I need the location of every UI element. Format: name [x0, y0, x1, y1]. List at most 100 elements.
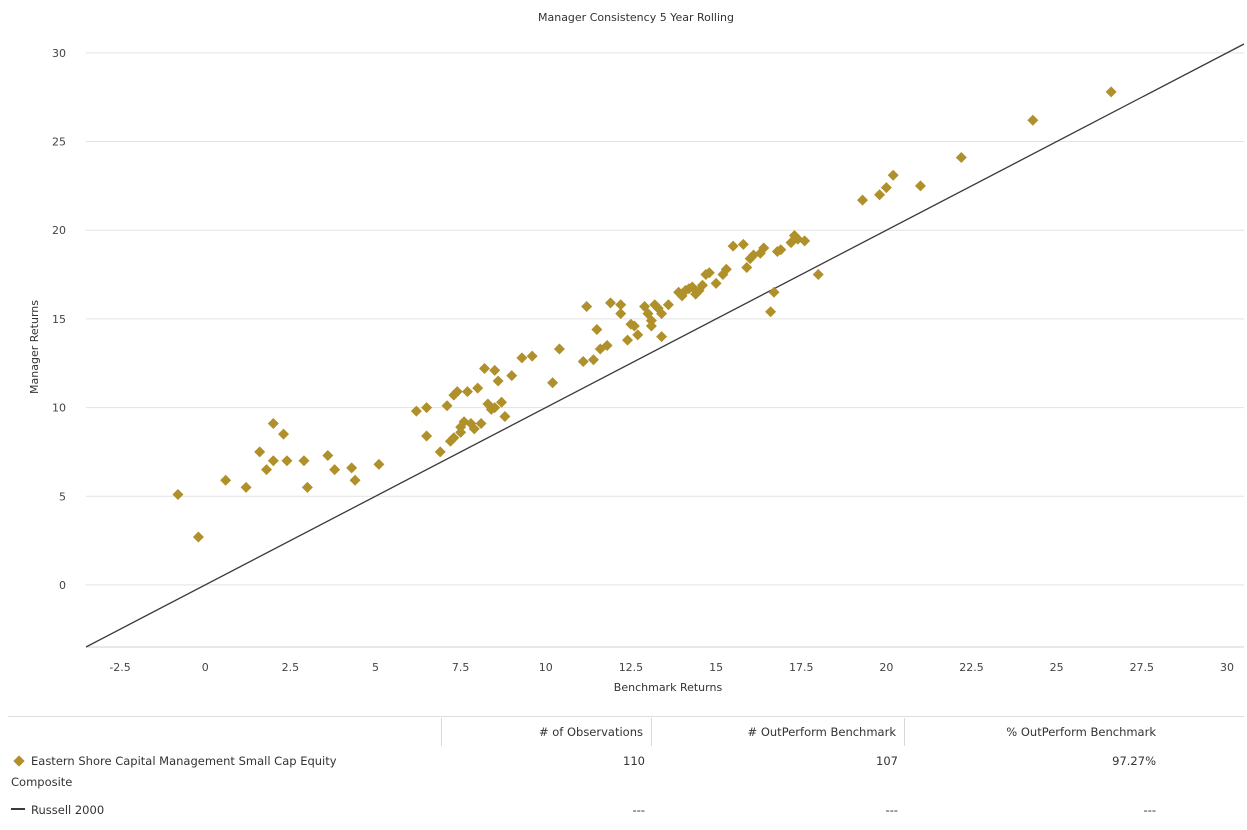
data-point [622, 334, 634, 346]
data-point [254, 446, 266, 458]
data-point [656, 331, 668, 343]
data-point [768, 286, 780, 298]
data-point [346, 462, 358, 474]
data-point [468, 423, 480, 435]
x-tick-label: 30 [1220, 661, 1234, 674]
data-point [741, 261, 753, 273]
x-axis-title: Benchmark Returns [614, 681, 723, 694]
data-point [914, 180, 926, 192]
data-point [220, 474, 232, 486]
data-point [656, 308, 668, 320]
data-point [261, 464, 273, 476]
data-point [410, 405, 422, 417]
data-point [526, 350, 538, 362]
data-point [696, 279, 708, 291]
benchmark-name: Russell 2000 [31, 803, 105, 817]
data-point [720, 263, 732, 275]
data-point [492, 375, 504, 387]
data-point [775, 244, 787, 256]
data-point [301, 481, 313, 493]
data-point [455, 426, 467, 438]
data-point [267, 418, 279, 430]
gridlines [86, 52, 1244, 586]
data-point [1027, 114, 1039, 126]
data-point [421, 430, 433, 442]
data-point [298, 455, 310, 467]
y-tick-label: 20 [52, 224, 66, 237]
chart-title: Manager Consistency 5 Year Rolling [538, 11, 734, 24]
diamond-legend-icon [13, 755, 25, 767]
header-observations: # of Observations [538, 725, 643, 739]
data-point [605, 297, 617, 309]
data-point [581, 300, 593, 312]
manager-outperform-percent: 97.27% [1112, 754, 1156, 768]
data-point [799, 235, 811, 247]
data-point [373, 458, 385, 470]
data-point [874, 189, 886, 201]
column-divider [441, 718, 442, 746]
data-point [662, 299, 674, 311]
manager-observations: 110 [623, 754, 645, 768]
data-point [955, 152, 967, 164]
column-divider [651, 718, 652, 746]
y-tick-label: 30 [52, 47, 66, 60]
data-point [765, 306, 777, 318]
data-point [506, 370, 518, 382]
y-tick-label: 15 [52, 313, 66, 326]
data-point [547, 377, 559, 389]
data-point [737, 238, 749, 250]
data-point [489, 402, 501, 414]
manager-outperform-count: 107 [876, 754, 898, 768]
data-point [632, 329, 644, 341]
data-point [329, 464, 341, 476]
line-legend-icon [11, 808, 25, 810]
benchmark-line [85, 43, 1245, 648]
data-point [451, 386, 463, 398]
data-point [475, 418, 487, 430]
x-tick-label: 5 [372, 661, 379, 674]
data-point [703, 267, 715, 279]
data-point [628, 320, 640, 332]
y-axis-title: Manager Returns [28, 300, 41, 394]
data-point [349, 474, 361, 486]
data-point [615, 308, 627, 320]
header-outperform-percent: % OutPerform Benchmark [1006, 725, 1156, 739]
row-label-manager: Eastern Shore Capital Management Small C… [11, 751, 391, 793]
data-point [421, 402, 433, 414]
data-point [880, 182, 892, 194]
y-tick-label: 0 [59, 579, 66, 592]
data-point [267, 455, 279, 467]
data-point [577, 355, 589, 367]
x-tick-label: 10 [539, 661, 553, 674]
header-outperform-count: # OutPerform Benchmark [747, 725, 896, 739]
data-point [448, 432, 460, 444]
data-point [516, 352, 528, 364]
data-point [496, 396, 508, 408]
y-tick-labels: 0 5 10 15 20 25 30 [52, 47, 66, 592]
column-divider [904, 718, 905, 746]
benchmark-observations: --- [632, 803, 645, 817]
data-point [601, 340, 613, 351]
data-point [478, 363, 490, 375]
x-tick-label: 7.5 [452, 661, 470, 674]
x-tick-label: 12.5 [619, 661, 644, 674]
x-tick-label: 0 [202, 661, 209, 674]
data-point [441, 400, 453, 412]
data-point [710, 277, 722, 289]
scatter-chart: Manager Consistency 5 Year Rolling -2.5 0… [28, 11, 1245, 694]
data-point [489, 364, 501, 376]
benchmark-line-group [85, 43, 1245, 648]
x-tick-label: 25 [1050, 661, 1064, 674]
data-point [192, 531, 204, 543]
x-tick-label: 27.5 [1130, 661, 1155, 674]
data-point [278, 428, 290, 440]
data-point [472, 382, 484, 394]
table-top-border [8, 716, 1244, 717]
data-point [857, 194, 869, 206]
x-tick-label: 2.5 [282, 661, 300, 674]
data-point [461, 386, 473, 398]
y-tick-label: 10 [52, 402, 66, 415]
data-point [587, 354, 599, 366]
x-tick-label: 17.5 [789, 661, 814, 674]
x-tick-labels: -2.5 0 2.5 5 7.5 10 12.5 15 17.5 20 22.5 25 27.5 30 [109, 661, 1234, 674]
